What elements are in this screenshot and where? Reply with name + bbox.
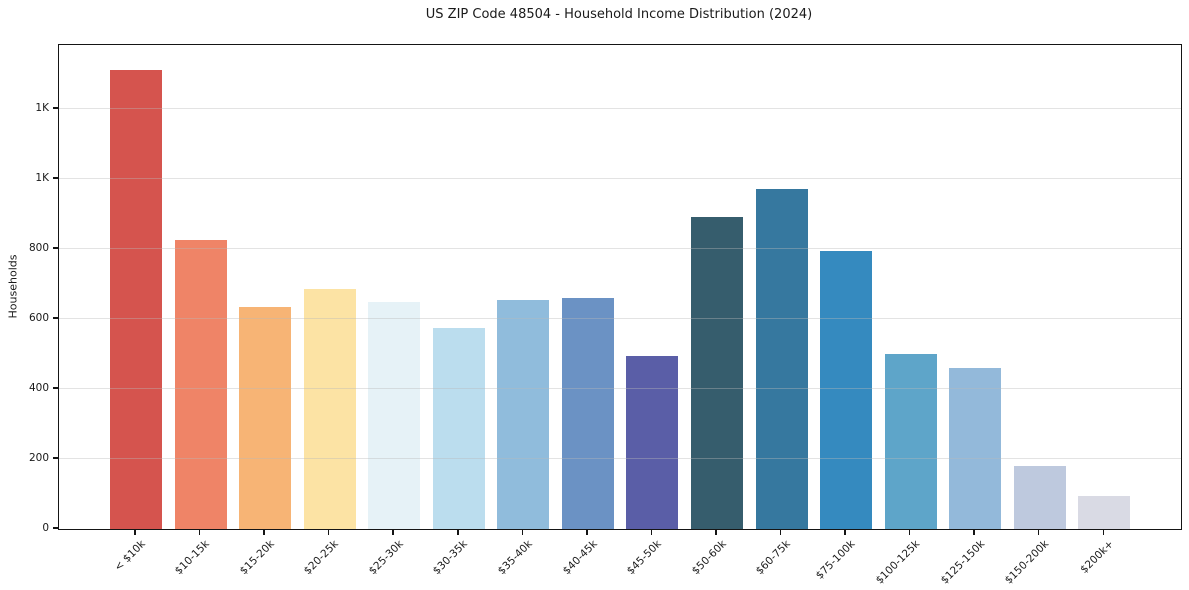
x-tick-mark xyxy=(1037,529,1040,535)
plot-area xyxy=(58,44,1182,530)
bar-2 xyxy=(174,239,227,529)
bar-6 xyxy=(432,328,485,529)
x-tick-label: $40-45k xyxy=(560,538,600,578)
y-tick-mark xyxy=(53,247,58,249)
x-tick-mark xyxy=(198,529,201,535)
x-tick-mark xyxy=(392,529,394,535)
gridline xyxy=(59,458,1181,460)
x-tick-label: $50-60k xyxy=(689,538,729,578)
x-tick-mark xyxy=(327,529,330,535)
y-tick-mark xyxy=(53,317,58,319)
x-tick-mark xyxy=(263,529,265,535)
x-tick-label: $100-125k xyxy=(873,538,923,587)
x-tick-label: $20-25k xyxy=(302,538,342,578)
bar-11 xyxy=(755,188,808,529)
x-tick-label: $15-20k xyxy=(237,538,277,578)
x-tick-mark xyxy=(586,529,588,535)
y-tick-mark xyxy=(53,457,58,459)
bar-5 xyxy=(368,301,421,529)
gridline xyxy=(59,248,1181,250)
x-tick-label: $60-75k xyxy=(753,538,793,578)
y-tick-label: 800 xyxy=(28,242,49,255)
y-tick-label: 0 xyxy=(42,522,49,534)
y-tick-label: 1K xyxy=(35,102,49,115)
bar-4 xyxy=(303,288,356,529)
bar-16 xyxy=(1078,496,1131,529)
bar-12 xyxy=(820,251,873,529)
bar-3 xyxy=(239,307,292,529)
x-tick-label: $25-30k xyxy=(366,538,406,578)
gridline xyxy=(59,178,1181,180)
x-tick-label: $125-150k xyxy=(938,538,987,587)
bar-1 xyxy=(110,69,162,529)
x-tick-mark xyxy=(908,529,911,535)
y-tick-mark xyxy=(53,387,58,389)
x-tick-mark xyxy=(973,529,975,535)
y-axis-label: Households xyxy=(6,254,20,318)
x-tick-mark xyxy=(715,529,717,535)
x-tick-label: $10-15k xyxy=(172,538,213,578)
y-tick-mark xyxy=(53,177,58,179)
y-tick-label: 200 xyxy=(28,452,49,464)
bar-10 xyxy=(690,217,743,529)
x-tick-mark xyxy=(844,529,846,535)
y-tick-label: 600 xyxy=(28,312,49,325)
y-tick-mark xyxy=(53,107,58,109)
y-tick-mark xyxy=(53,527,58,529)
x-tick-label: $200k+ xyxy=(1077,538,1116,576)
bar-14 xyxy=(949,368,1002,529)
x-tick-label: $35-40k xyxy=(495,538,535,578)
bar-8 xyxy=(561,298,614,529)
x-tick-mark xyxy=(650,529,653,535)
x-tick-label: $150-200k xyxy=(1002,538,1052,587)
gridline xyxy=(59,108,1181,110)
x-tick-label: $30-35k xyxy=(431,538,471,578)
x-tick-label: < $10k xyxy=(111,538,148,574)
chart-title: US ZIP Code 48504 - Household Income Dis… xyxy=(425,7,813,22)
bar-13 xyxy=(884,353,937,529)
bar-9 xyxy=(626,356,679,529)
bar-7 xyxy=(497,300,550,529)
x-tick-mark xyxy=(457,529,459,535)
bar-15 xyxy=(1013,466,1066,529)
x-tick-label: $45-50k xyxy=(624,538,664,578)
x-tick-mark xyxy=(779,529,782,535)
x-tick-mark xyxy=(521,529,524,535)
x-tick-mark xyxy=(134,529,136,535)
gridline xyxy=(59,388,1181,390)
gridline xyxy=(59,318,1181,320)
y-tick-label: 400 xyxy=(28,382,49,394)
x-tick-label: $75-100k xyxy=(813,538,858,582)
y-tick-label: 1K xyxy=(35,172,49,185)
x-tick-mark xyxy=(1102,529,1104,535)
